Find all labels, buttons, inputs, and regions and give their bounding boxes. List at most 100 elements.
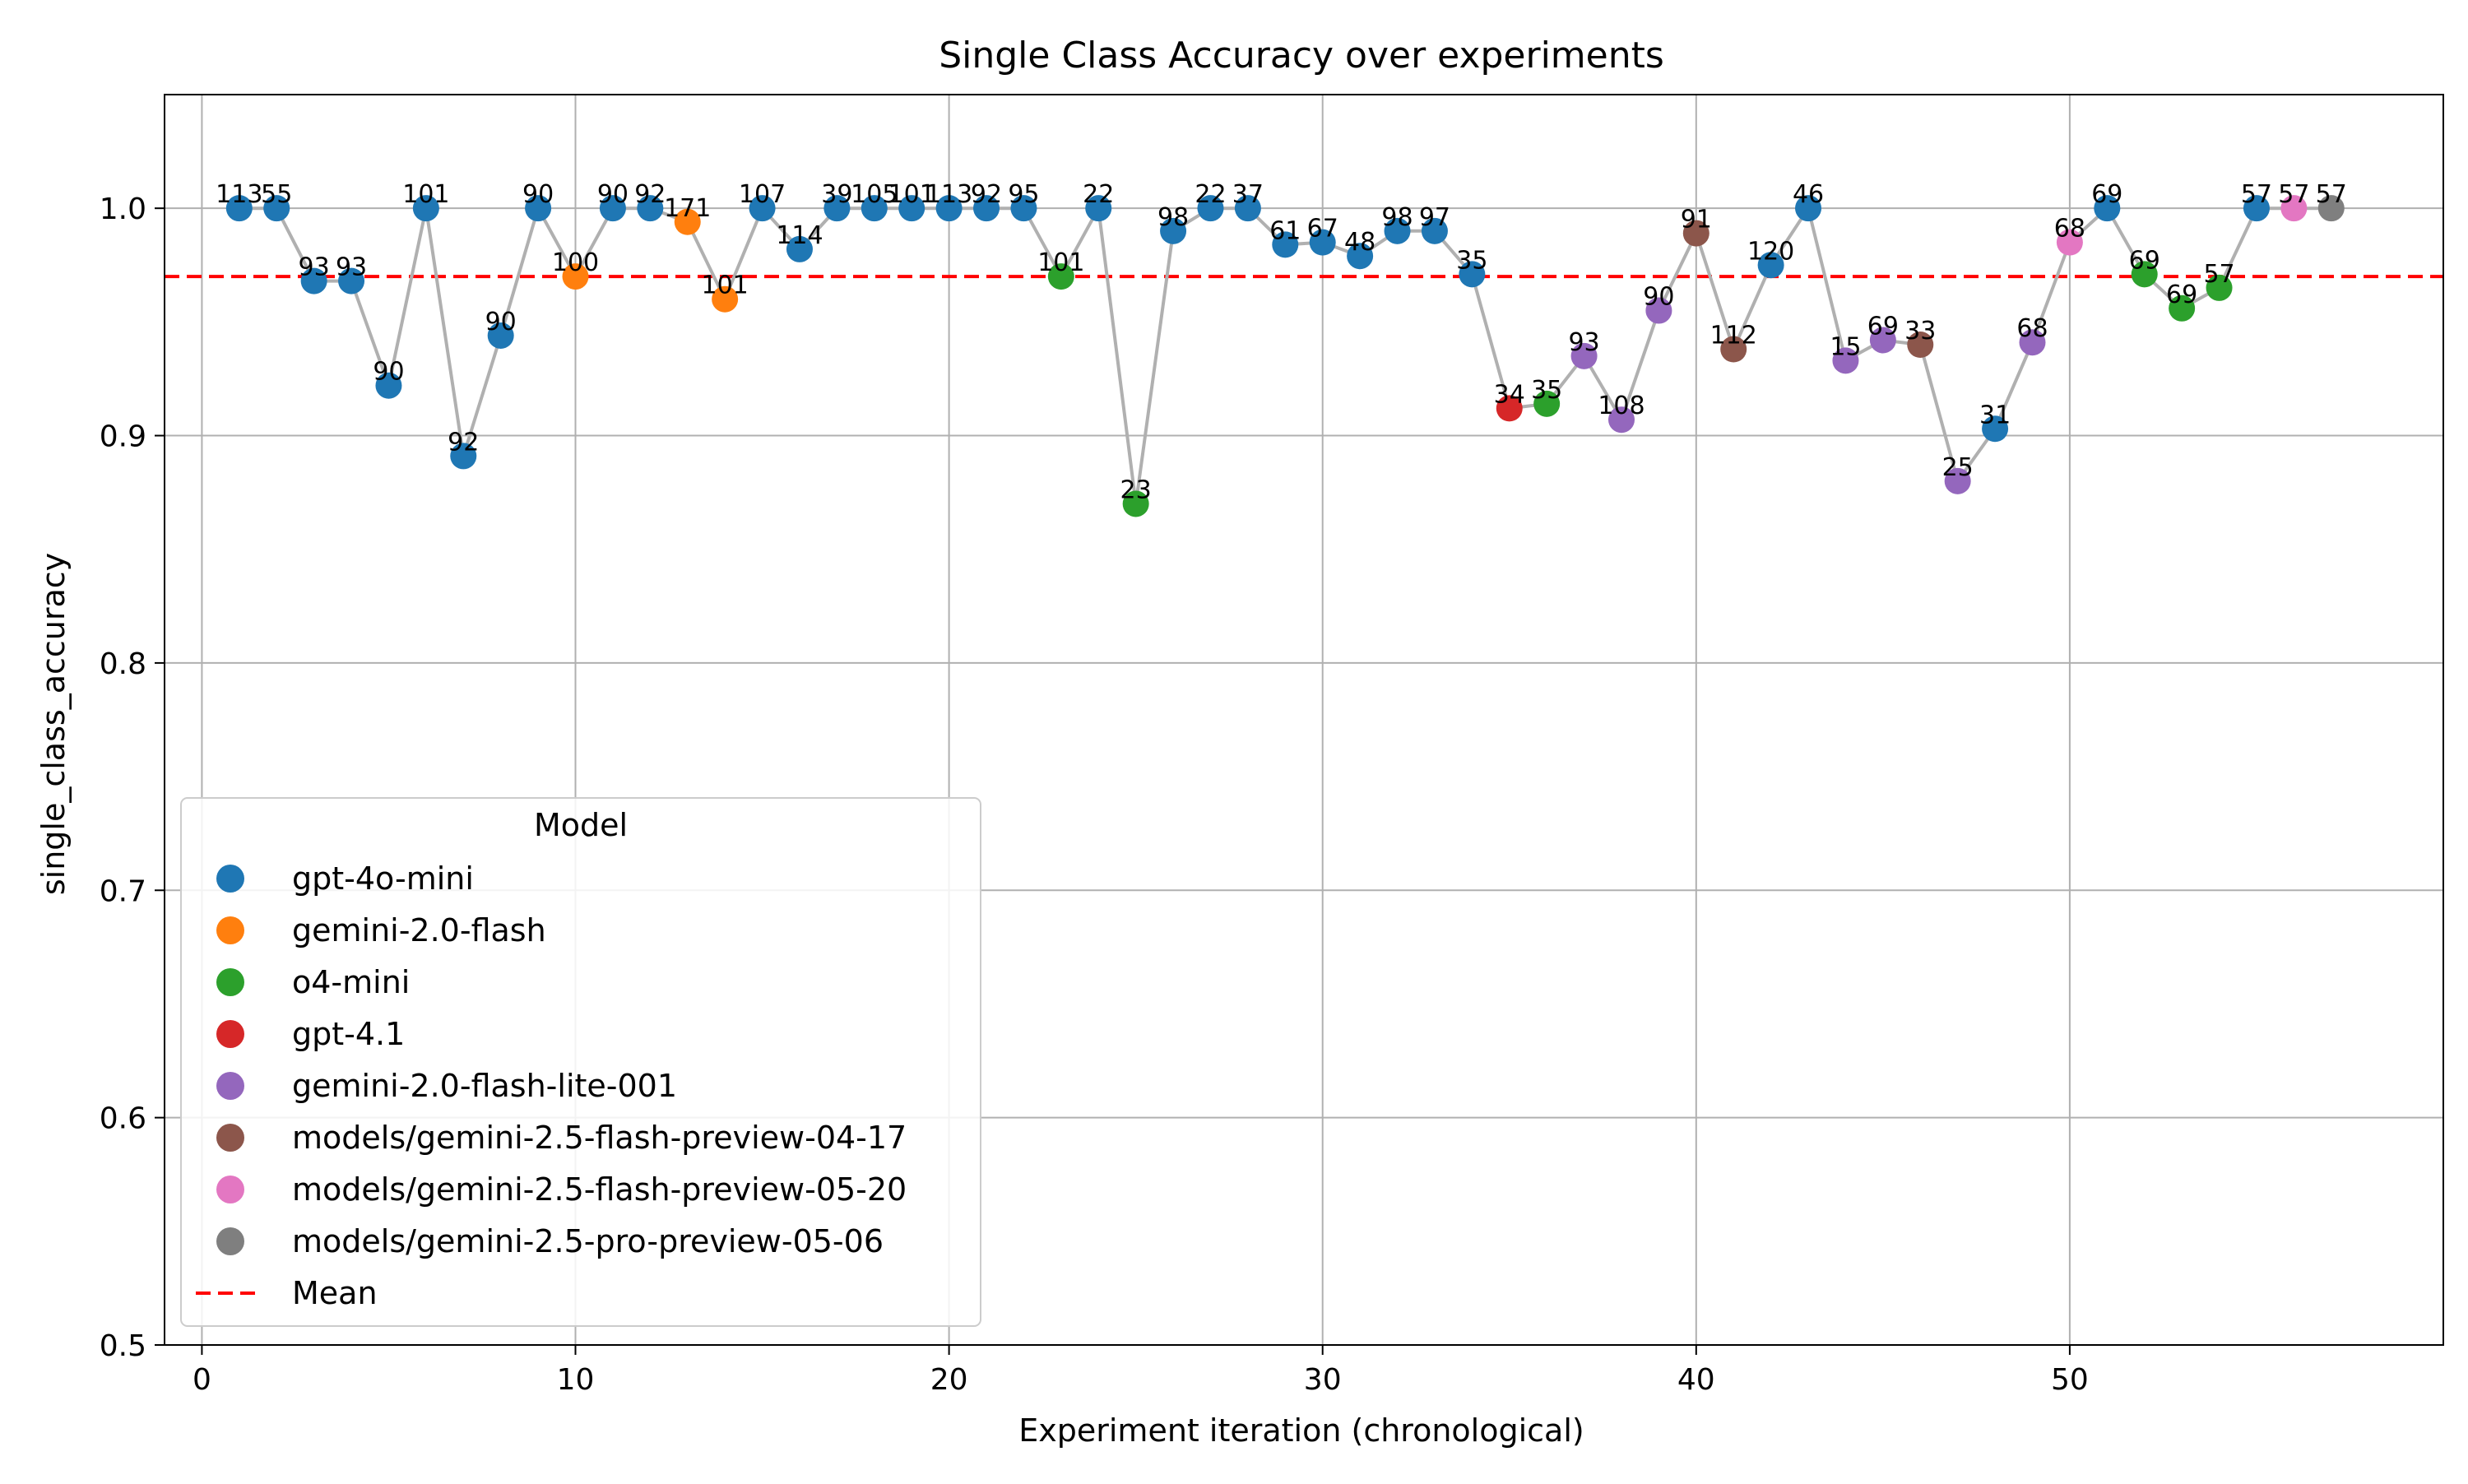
data-label: 98: [1381, 203, 1413, 232]
data-point: [637, 195, 664, 222]
data-label: 22: [1195, 180, 1226, 209]
data-point: [1459, 261, 1486, 288]
legend-label: gemini-2.0-flash: [292, 912, 546, 948]
data-point: [1607, 406, 1635, 434]
data-point: [599, 195, 626, 222]
legend-marker: [216, 1227, 244, 1255]
data-label: 39: [821, 180, 852, 209]
data-label: 57: [2278, 180, 2309, 209]
data-point: [1496, 395, 1523, 422]
data-point: [2019, 329, 2046, 356]
legend-title: Model: [534, 807, 628, 843]
data-label: 120: [1747, 237, 1794, 266]
data-label: 90: [373, 358, 404, 387]
data-point: [1197, 195, 1224, 222]
data-label: 25: [1942, 453, 1974, 482]
data-label: 108: [1598, 392, 1645, 420]
data-point: [823, 195, 851, 222]
data-label: 97: [1419, 203, 1450, 232]
data-point: [1010, 195, 1037, 222]
y-tick-label: 0.9: [100, 420, 146, 454]
y-tick-label: 0.7: [100, 874, 146, 908]
y-tick-label: 0.5: [100, 1329, 146, 1363]
data-label: 107: [739, 180, 786, 209]
data-point: [1757, 252, 1784, 279]
data-label: 23: [1120, 475, 1152, 504]
legend-marker: [216, 968, 244, 996]
legend-box: [180, 797, 981, 1327]
data-label: 93: [1568, 328, 1599, 357]
data-point: [861, 195, 888, 222]
data-point: [935, 195, 963, 222]
data-label: 57: [2203, 260, 2234, 289]
legend-marker: [216, 916, 244, 944]
data-point: [712, 285, 739, 313]
y-axis-label: single_class_accuracy: [35, 553, 72, 895]
data-point: [1907, 332, 1934, 358]
data-point: [1047, 263, 1074, 290]
y-tick-label: 0.8: [100, 647, 146, 681]
legend-label: models/gemini-2.5-flash-preview-05-20: [292, 1171, 907, 1208]
data-label: 33: [1904, 317, 1936, 345]
data-label: 93: [299, 253, 330, 282]
data-point: [1234, 195, 1261, 222]
data-label: 31: [1979, 401, 2011, 429]
data-point: [375, 372, 402, 399]
data-label: 61: [1269, 216, 1301, 245]
data-label: 90: [485, 308, 517, 336]
data-point: [300, 267, 327, 294]
data-point: [487, 322, 514, 349]
data-point: [1160, 217, 1187, 244]
legend-marker: [216, 1176, 244, 1203]
data-label: 69: [2129, 246, 2160, 275]
x-tick-label: 30: [1304, 1363, 1342, 1397]
data-label: 98: [1157, 203, 1189, 232]
x-axis-label: Experiment iteration (chronological): [1018, 1412, 1584, 1449]
chart-title: Single Class Accuracy over experiments: [939, 35, 1664, 77]
data-point: [525, 195, 552, 222]
data-label: 57: [2241, 180, 2272, 209]
legend-marker: [216, 1124, 244, 1152]
legend-label: o4-mini: [292, 964, 410, 1000]
data-label: 15: [1830, 332, 1861, 361]
data-point: [2094, 195, 2121, 222]
data-point: [338, 267, 365, 294]
legend-mean-label: Mean: [292, 1275, 378, 1311]
data-label: 101: [888, 180, 935, 209]
x-tick-label: 0: [193, 1363, 211, 1397]
data-point: [2243, 195, 2270, 222]
data-label: 100: [552, 248, 599, 277]
data-label: 46: [1793, 180, 1824, 209]
legend-marker: [216, 865, 244, 893]
data-point: [263, 195, 290, 222]
x-tick-label: 20: [930, 1363, 968, 1397]
data-label: 34: [1494, 380, 1525, 409]
data-label: 112: [1710, 322, 1757, 350]
data-label: 37: [1232, 180, 1264, 209]
data-point: [786, 235, 813, 262]
data-label: 67: [1307, 215, 1338, 243]
data-label: 105: [851, 180, 898, 209]
axis-ticks: 0 10 20 30 40 50 0.5 0.6 0.7 0.8 0.9 1.0: [100, 192, 2089, 1397]
data-label: 57: [2316, 180, 2347, 209]
data-label: 69: [2166, 281, 2197, 309]
legend-label: gemini-2.0-flash-lite-001: [292, 1068, 677, 1104]
data-point: [1982, 415, 2009, 443]
data-label: 69: [2091, 180, 2122, 209]
data-point: [2206, 274, 2233, 301]
data-label: 95: [1008, 180, 1039, 209]
data-point: [1272, 231, 1299, 258]
data-point: [2280, 195, 2308, 222]
data-point: [1832, 347, 1859, 374]
data-label: 92: [971, 180, 1002, 209]
data-label: 93: [336, 253, 367, 282]
data-point: [1645, 297, 1672, 324]
data-label: 114: [776, 221, 823, 250]
x-tick-label: 40: [1677, 1363, 1715, 1397]
data-points: [225, 195, 2345, 517]
data-point: [1944, 467, 1971, 494]
data-point: [1682, 220, 1710, 247]
data-point: [1795, 195, 1822, 222]
